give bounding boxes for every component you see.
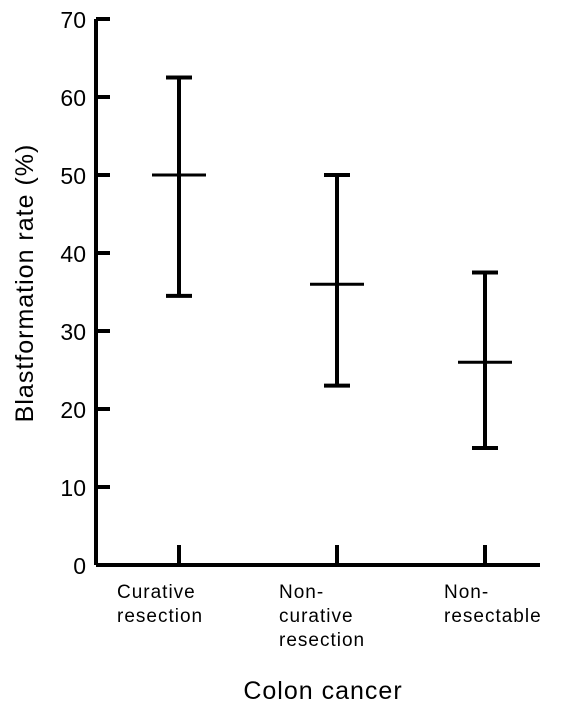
y-tick-label: 50 (60, 163, 86, 189)
category-label-line: curative (279, 606, 354, 627)
y-ticks: 0 10 20 30 40 50 60 70 (60, 7, 110, 579)
error-bar (152, 75, 206, 298)
axes (94, 19, 540, 567)
x-ticks (177, 545, 487, 565)
error-bar (310, 173, 364, 388)
category-label-line: Curative (117, 582, 196, 603)
y-axis-title: Blastformation rate (%) (11, 144, 39, 423)
error-bars (152, 75, 512, 450)
y-tick-label: 70 (60, 7, 86, 33)
category-label: Curative resection (117, 582, 203, 627)
category-label-line: resection (117, 606, 203, 627)
category-label: Non-resectable (444, 582, 542, 627)
y-tick-label: 0 (73, 553, 86, 579)
error-bar (458, 270, 512, 450)
y-tick-label: 60 (60, 85, 86, 111)
x-axis-title: Colon cancer (243, 677, 402, 705)
category-label: Non-curative resection (279, 582, 365, 651)
category-label-line: Non- (444, 582, 489, 603)
y-tick-label: 30 (60, 319, 86, 345)
y-tick-label: 10 (60, 475, 86, 501)
category-label-line: Non- (279, 582, 324, 603)
category-label-line: resection (279, 630, 365, 651)
category-label-line: resectable (444, 606, 542, 627)
y-tick-label: 40 (60, 241, 86, 267)
y-tick-label: 20 (60, 397, 86, 423)
